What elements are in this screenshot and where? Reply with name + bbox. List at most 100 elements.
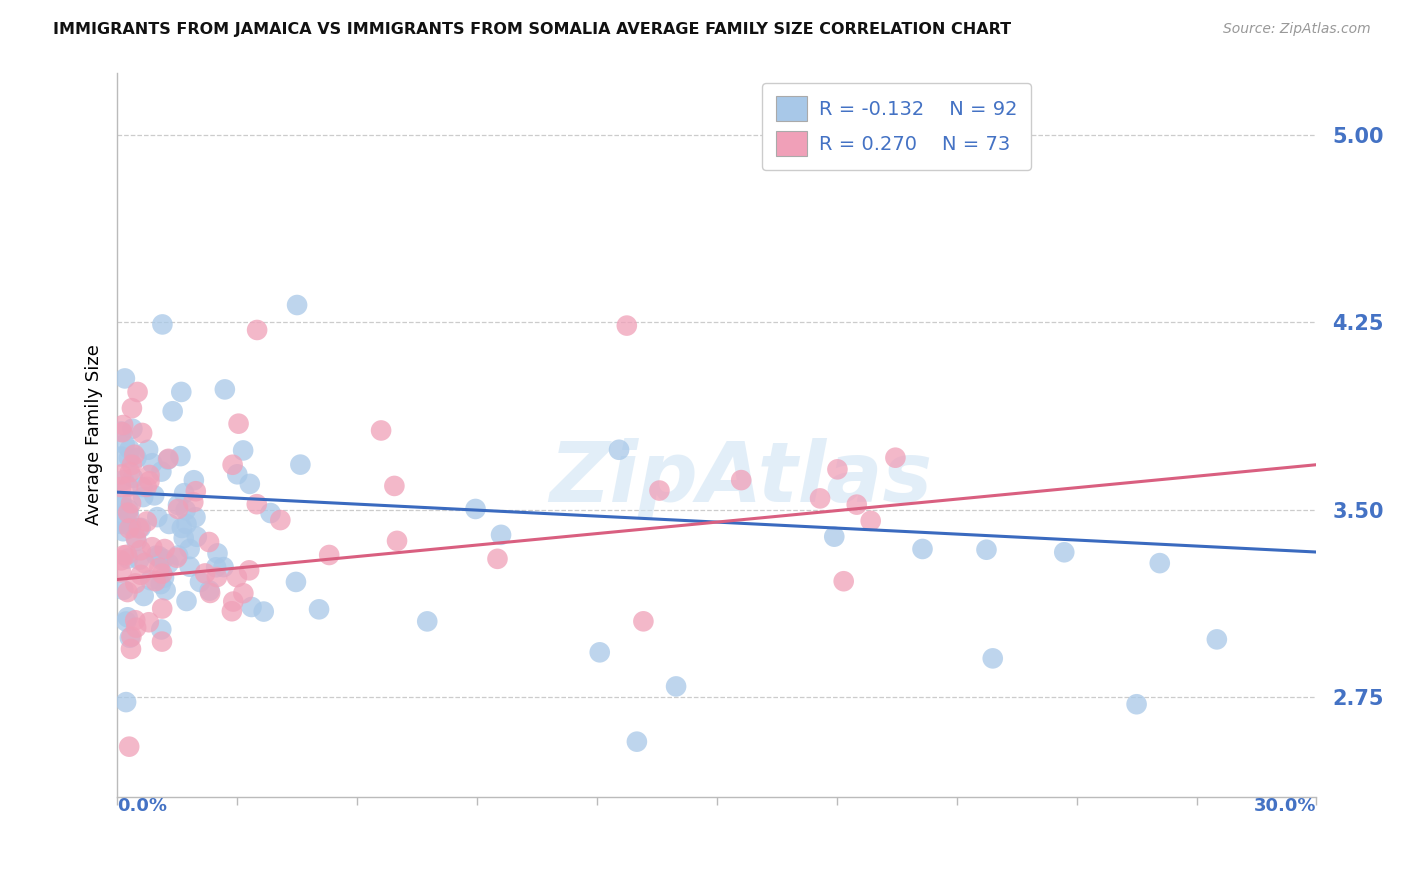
Point [976, 542, 998, 557]
Point [626, 734, 648, 748]
Point [176, 594, 198, 608]
Point [132, 490, 155, 504]
Point [121, 401, 143, 416]
Point [150, 601, 173, 615]
Point [136, 442, 159, 457]
Point [318, 548, 340, 562]
Point [118, 442, 141, 457]
Point [128, 521, 150, 535]
Point [222, 594, 245, 608]
Text: 30.0%: 30.0% [1254, 797, 1316, 814]
Point [416, 615, 439, 629]
Point [155, 583, 177, 598]
Point [911, 541, 934, 556]
Point [607, 442, 630, 457]
Point [131, 480, 153, 494]
Point [110, 493, 132, 508]
Point [827, 462, 849, 476]
Text: 0.0%: 0.0% [117, 797, 167, 814]
Point [117, 480, 139, 494]
Point [118, 521, 141, 535]
Point [138, 615, 160, 630]
Point [131, 425, 153, 440]
Point [194, 566, 217, 581]
Point [117, 551, 139, 566]
Point [167, 498, 190, 512]
Point [845, 498, 868, 512]
Point [129, 521, 152, 535]
Point [124, 613, 146, 627]
Point [124, 448, 146, 462]
Point [122, 471, 145, 485]
Point [198, 586, 221, 600]
Point [198, 535, 221, 549]
Y-axis label: Average Family Size: Average Family Size [86, 344, 103, 525]
Point [115, 615, 138, 629]
Point [118, 509, 141, 524]
Point [111, 425, 134, 440]
Point [110, 450, 132, 464]
Point [370, 424, 392, 438]
Point [110, 516, 132, 531]
Point [120, 642, 142, 657]
Point [112, 417, 135, 432]
Point [226, 467, 249, 482]
Text: ZipAtlas: ZipAtlas [550, 438, 932, 518]
Point [152, 552, 174, 566]
Point [118, 739, 141, 754]
Point [823, 530, 845, 544]
Text: IMMIGRANTS FROM JAMAICA VS IMMIGRANTS FROM SOMALIA AVERAGE FAMILY SIZE CORRELATI: IMMIGRANTS FROM JAMAICA VS IMMIGRANTS FR… [53, 22, 1011, 37]
Point [153, 542, 176, 557]
Point [1149, 556, 1171, 570]
Point [981, 651, 1004, 665]
Point [179, 541, 201, 556]
Point [489, 528, 512, 542]
Point [205, 570, 228, 584]
Point [166, 550, 188, 565]
Point [173, 531, 195, 545]
Point [179, 559, 201, 574]
Point [464, 502, 486, 516]
Point [162, 404, 184, 418]
Point [124, 576, 146, 591]
Point [808, 491, 831, 506]
Point [149, 552, 172, 566]
Point [114, 371, 136, 385]
Point [665, 680, 688, 694]
Point [117, 502, 139, 516]
Point [121, 422, 143, 436]
Point [253, 605, 276, 619]
Point [157, 451, 180, 466]
Point [120, 496, 142, 510]
Point [308, 602, 330, 616]
Point [232, 443, 254, 458]
Point [138, 467, 160, 482]
Point [246, 323, 269, 337]
Point [148, 560, 170, 574]
Point [120, 630, 142, 644]
Point [239, 476, 262, 491]
Point [169, 449, 191, 463]
Point [246, 497, 269, 511]
Point [110, 553, 132, 567]
Point [285, 298, 308, 312]
Point [152, 318, 174, 332]
Point [157, 516, 180, 531]
Point [240, 599, 263, 614]
Point [183, 473, 205, 487]
Point [259, 506, 281, 520]
Point [114, 437, 136, 451]
Point [884, 450, 907, 465]
Point [176, 517, 198, 532]
Point [167, 549, 190, 563]
Point [153, 571, 176, 585]
Point [486, 552, 509, 566]
Point [141, 540, 163, 554]
Point [232, 586, 254, 600]
Point [118, 631, 141, 645]
Legend: R = -0.132    N = 92, R = 0.270    N = 73: R = -0.132 N = 92, R = 0.270 N = 73 [762, 83, 1031, 169]
Point [134, 556, 156, 570]
Point [118, 465, 141, 479]
Point [112, 524, 135, 539]
Point [269, 513, 291, 527]
